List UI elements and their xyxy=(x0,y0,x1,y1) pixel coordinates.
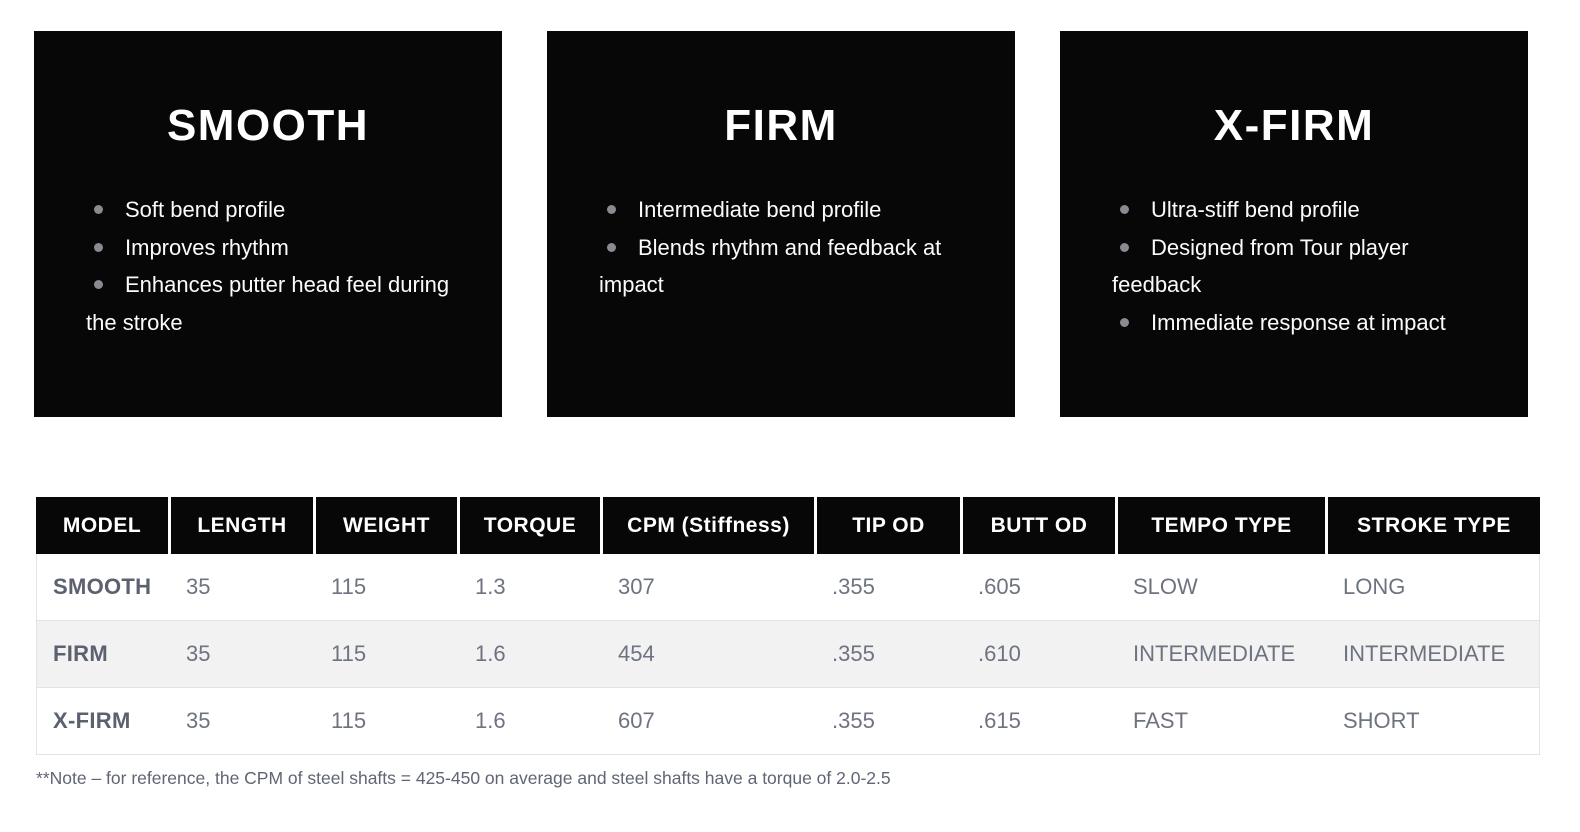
cell-tip-od: .355 xyxy=(817,554,963,621)
bullet-text: Enhances putter head feel during the str… xyxy=(86,272,450,335)
card-x-firm-bullets: Ultra-stiff bend profile Designed from T… xyxy=(1112,191,1476,341)
column-header-length: LENGTH xyxy=(171,497,316,554)
cell-stroke-type: SHORT xyxy=(1328,688,1540,755)
spec-table-body: SMOOTH 35 115 1.3 307 .355 .605 SLOW LON… xyxy=(36,554,1540,755)
bullet-dot-icon xyxy=(94,280,103,290)
bullet-text: Ultra-stiff bend profile xyxy=(1151,197,1360,222)
bullet-dot-icon xyxy=(607,205,616,215)
cell-tempo-type: SLOW xyxy=(1118,554,1328,621)
card-smooth: SMOOTH Soft bend profile Improves rhythm… xyxy=(34,31,502,417)
card-x-firm: X-FIRM Ultra-stiff bend profile Designed… xyxy=(1060,31,1528,417)
bullet-text: Soft bend profile xyxy=(125,197,286,222)
cell-tip-od: .355 xyxy=(817,621,963,688)
bullet-text: Intermediate bend profile xyxy=(638,197,882,222)
column-header-stroke-type: STROKE TYPE xyxy=(1328,497,1540,554)
card-bullet: Ultra-stiff bend profile xyxy=(1112,191,1476,229)
card-title-firm: FIRM xyxy=(724,101,838,150)
cell-weight: 115 xyxy=(316,688,460,755)
bullet-text: Blends rhythm and feedback at impact xyxy=(599,234,942,298)
cell-cpm: 607 xyxy=(603,688,817,755)
cell-length: 35 xyxy=(171,621,316,688)
cell-tempo-type: FAST xyxy=(1118,688,1328,755)
cell-model: X-FIRM xyxy=(36,688,171,755)
shaft-model-cards: SMOOTH Soft bend profile Improves rhythm… xyxy=(34,31,1528,417)
bullet-dot-icon xyxy=(94,242,103,252)
column-header-weight: WEIGHT xyxy=(316,497,460,554)
card-bullet: Soft bend profile xyxy=(86,191,450,229)
cpm-reference-note: **Note – for reference, the CPM of steel… xyxy=(36,768,891,788)
card-bullet: Blends rhythm and feedback at impact xyxy=(599,229,963,304)
card-bullet: Enhances putter head feel during the str… xyxy=(86,266,450,341)
cell-butt-od: .615 xyxy=(963,688,1118,755)
table-row-firm: FIRM 35 115 1.6 454 .355 .610 INTERMEDIA… xyxy=(36,621,1540,688)
header-row: MODEL LENGTH WEIGHT TORQUE CPM (Stiffnes… xyxy=(36,497,1540,554)
card-smooth-bullets: Soft bend profile Improves rhythm Enhanc… xyxy=(86,191,450,341)
card-bullet: Designed from Tour player feedback xyxy=(1112,229,1476,304)
cell-tempo-type: INTERMEDIATE xyxy=(1118,621,1328,688)
card-title-smooth: SMOOTH xyxy=(166,101,370,150)
card-firm: FIRM Intermediate bend profile Blends rh… xyxy=(547,31,1015,417)
bullet-dot-icon xyxy=(607,242,616,252)
column-header-model: MODEL xyxy=(36,497,171,554)
column-header-butt-od: BUTT OD xyxy=(963,497,1118,554)
column-header-tip-od: TIP OD xyxy=(817,497,963,554)
cell-length: 35 xyxy=(171,688,316,755)
column-header-torque: TORQUE xyxy=(460,497,603,554)
bullet-dot-icon xyxy=(1120,317,1129,327)
bullet-dot-icon xyxy=(1120,242,1129,252)
cell-butt-od: .610 xyxy=(963,621,1118,688)
cell-cpm: 307 xyxy=(603,554,817,621)
cell-length: 35 xyxy=(171,554,316,621)
cell-stroke-type: LONG xyxy=(1328,554,1540,621)
cell-butt-od: .605 xyxy=(963,554,1118,621)
card-bullet: Immediate response at impact xyxy=(1112,304,1476,342)
cell-torque: 1.6 xyxy=(460,621,603,688)
card-title-x-firm: X-FIRM xyxy=(1213,101,1375,150)
table-row-smooth: SMOOTH 35 115 1.3 307 .355 .605 SLOW LON… xyxy=(36,554,1540,621)
cell-torque: 1.6 xyxy=(460,688,603,755)
spec-table-header: MODEL LENGTH WEIGHT TORQUE CPM (Stiffnes… xyxy=(36,497,1540,554)
cell-model: SMOOTH xyxy=(36,554,171,621)
table-row-x-firm: X-FIRM 35 115 1.6 607 .355 .615 FAST SHO… xyxy=(36,688,1540,755)
card-firm-bullets: Intermediate bend profile Blends rhythm … xyxy=(599,191,963,304)
column-header-tempo-type: TEMPO TYPE xyxy=(1118,497,1328,554)
cell-model: FIRM xyxy=(36,621,171,688)
cell-stroke-type: INTERMEDIATE xyxy=(1328,621,1540,688)
bullet-text: Improves rhythm xyxy=(125,234,289,260)
cell-weight: 115 xyxy=(316,554,460,621)
cell-cpm: 454 xyxy=(603,621,817,688)
bullet-text: Immediate response at impact xyxy=(1151,309,1446,335)
card-bullet: Intermediate bend profile xyxy=(599,191,963,229)
column-header-cpm: CPM (Stiffness) xyxy=(603,497,817,554)
card-bullet: Improves rhythm xyxy=(86,229,450,267)
cell-torque: 1.3 xyxy=(460,554,603,621)
shaft-spec-table: MODEL LENGTH WEIGHT TORQUE CPM (Stiffnes… xyxy=(36,497,1540,755)
cell-weight: 115 xyxy=(316,621,460,688)
bullet-text: Designed from Tour player feedback xyxy=(1112,234,1409,298)
bullet-dot-icon xyxy=(94,205,103,215)
cell-tip-od: .355 xyxy=(817,688,963,755)
bullet-dot-icon xyxy=(1120,205,1129,215)
